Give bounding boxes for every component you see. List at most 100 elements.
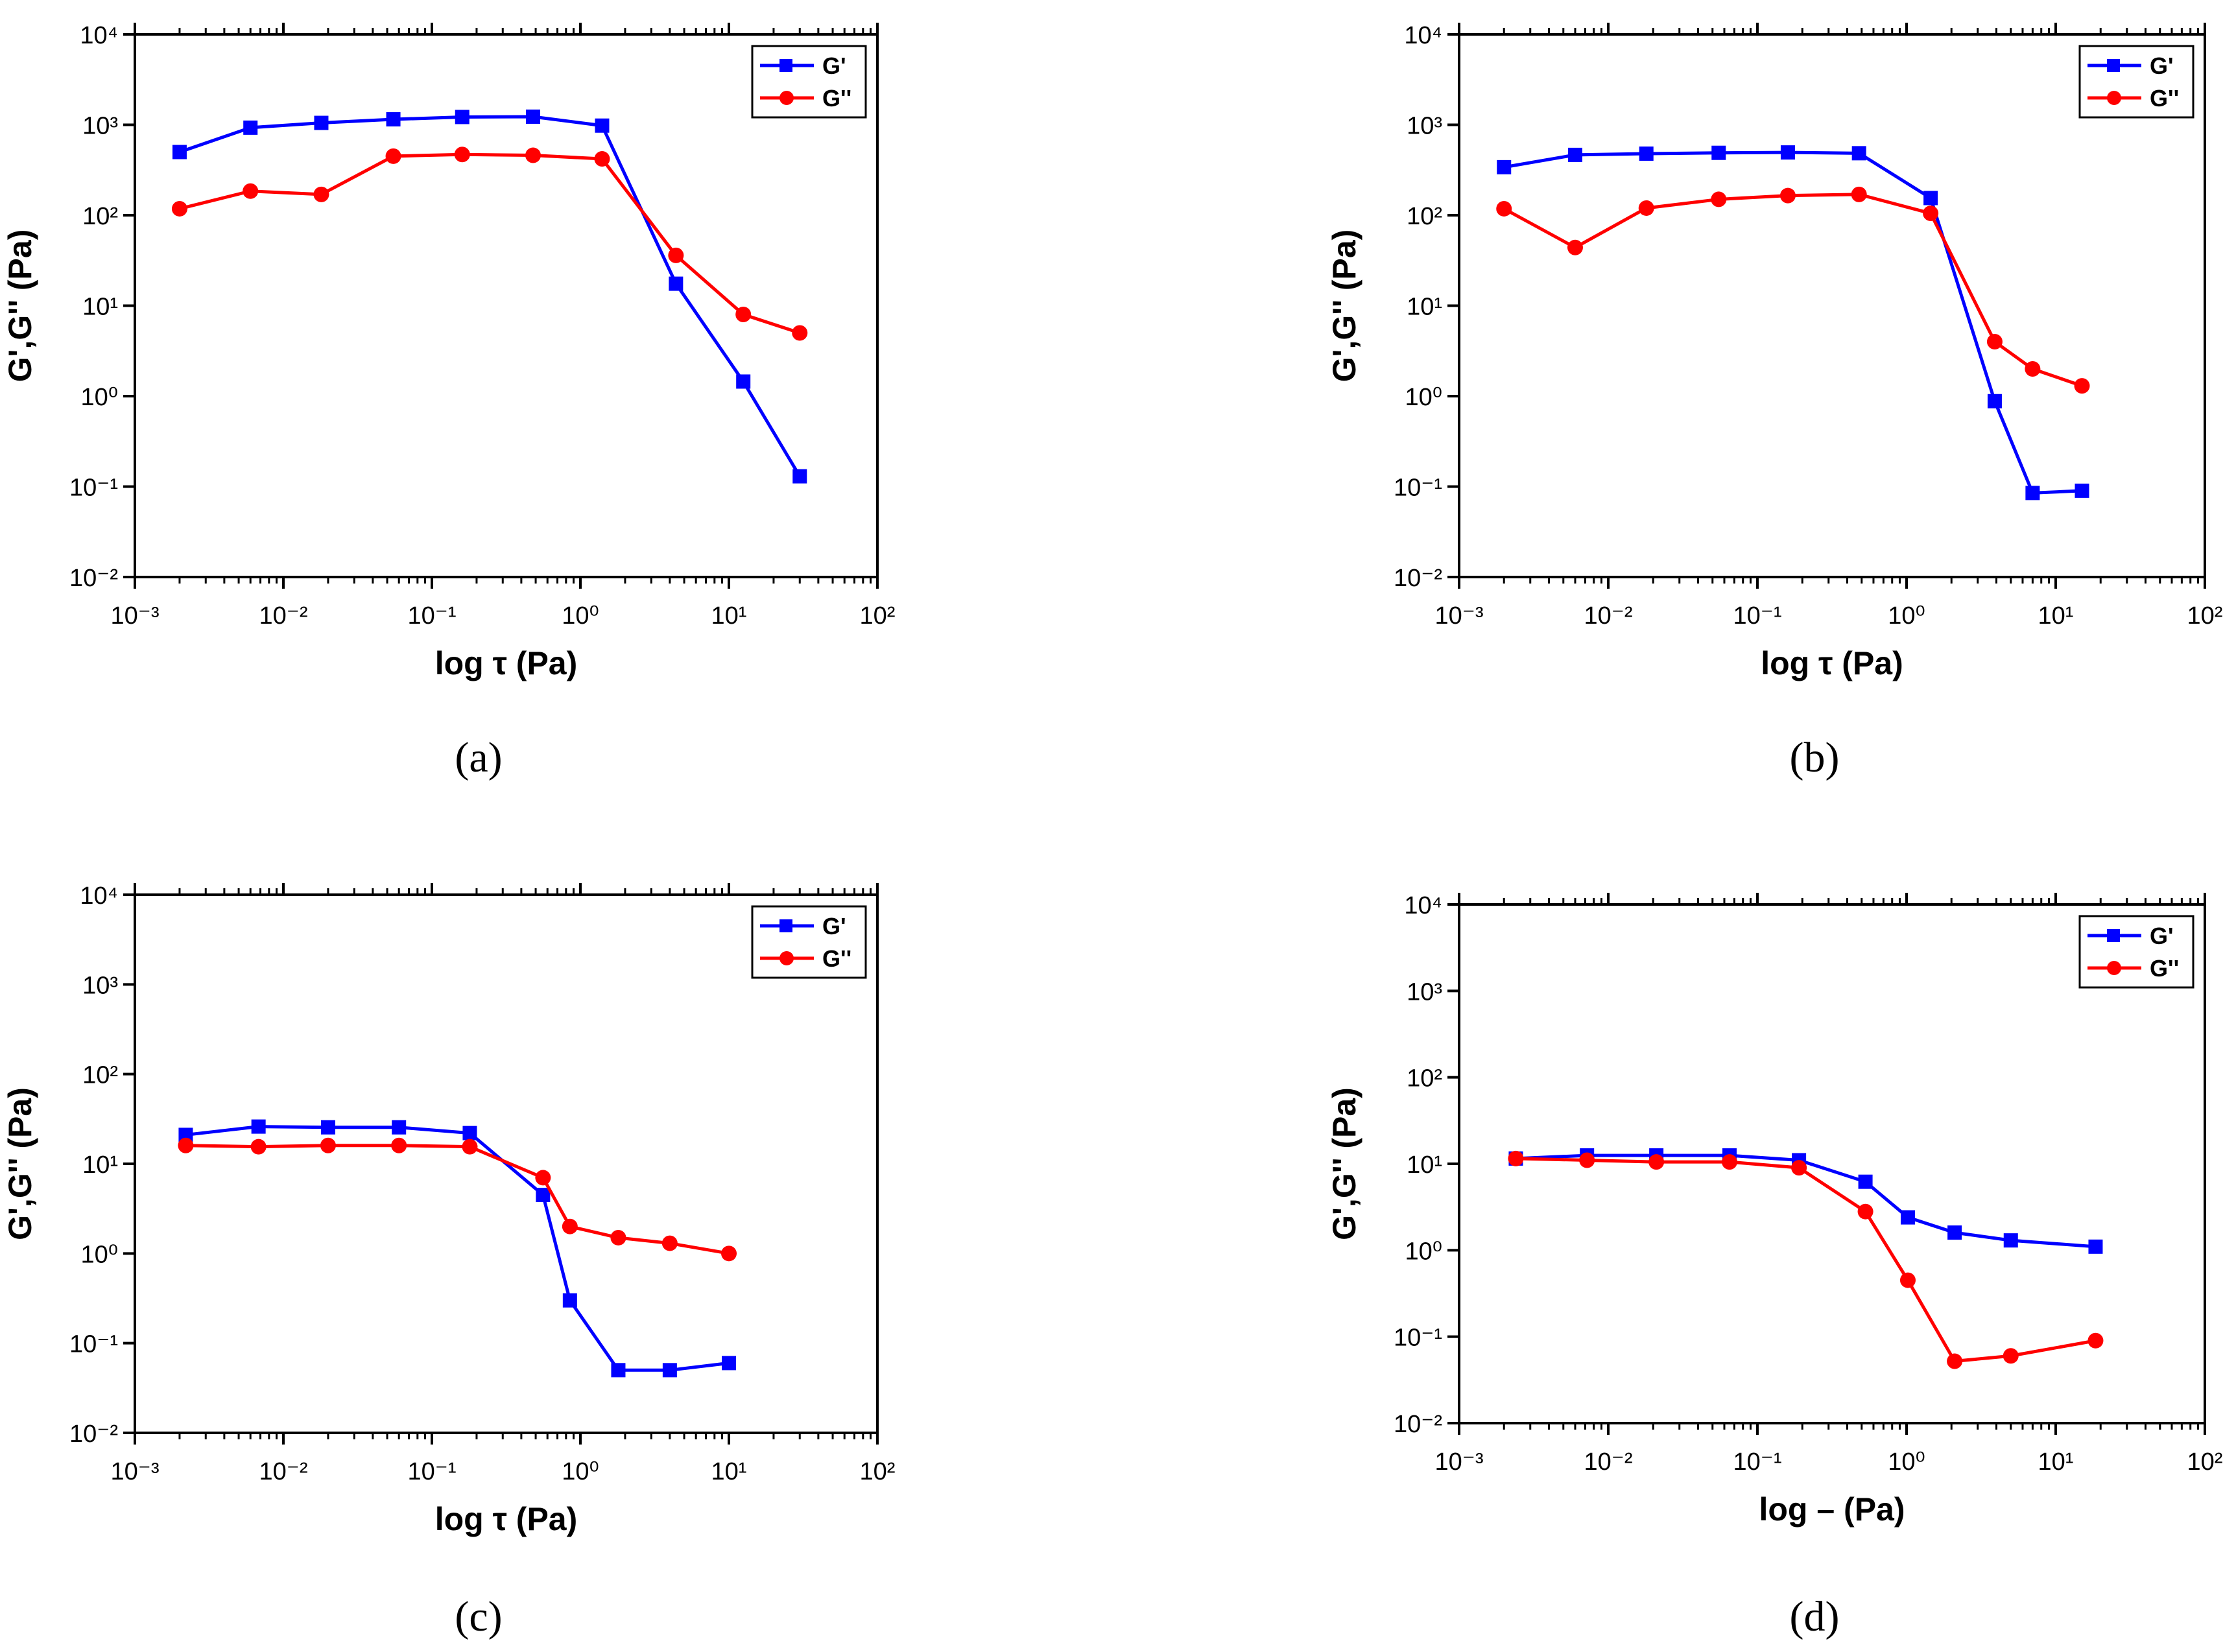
y-tick-label: 10⁻² [69,1421,118,1448]
y-tick-label: 10¹ [82,294,118,321]
y-tick-label: 10⁰ [1405,384,1442,411]
y-axis-label: G',G'' (Pa) [2,1087,38,1240]
data-point-g-prime [2003,1233,2018,1248]
data-point-g-double-prime [171,200,187,217]
x-tick-label: 10¹ [2038,1448,2074,1476]
legend-box [751,45,867,119]
legend-marker-square [2107,929,2120,942]
data-point-g-prime [562,1293,577,1308]
panel-d: 10⁻³ 10⁻² 10⁻¹ 10⁰ 10¹ 10² 10⁻² 10⁻¹ 10⁰ 10¹ 10² 10… [1326,892,2222,1640]
y-tick-label: 10⁴ [80,22,118,49]
y-tick-label: 10⁴ [1404,892,1442,919]
y-tick-label: 10² [82,203,118,230]
data-point-g-prime [386,112,401,127]
data-point-g-double-prime [721,1245,737,1262]
data-point-g-double-prime [1779,187,1796,204]
x-tick-label: 10⁰ [562,602,599,630]
legend-entry-label: G'' [822,85,851,112]
series-line-g-prime [185,1125,730,1372]
y-tick-label: 10¹ [1407,1151,1442,1179]
x-tick-label: 10⁰ [1888,1448,1925,1476]
data-point-g-prime [662,1363,677,1378]
data-point-g-prime [536,1187,551,1202]
x-axis-label: log τ (Pa) [435,645,578,681]
legend-box [2078,45,2194,119]
data-point-g-double-prime [525,147,541,163]
data-point-g-double-prime [178,1137,194,1153]
data-point-g-double-prime [535,1170,551,1186]
series-line-g-double-prime [1516,1157,2096,1363]
y-tick-label: 10⁰ [80,384,118,411]
series-line-g-prime [179,115,802,477]
data-point-g-prime [1923,191,1938,206]
y-tick-label: 10⁻² [1394,565,1442,592]
data-point-g-prime [792,469,807,484]
y-tick-label: 10³ [82,113,118,140]
data-point-g-prime [1639,146,1654,161]
legend-marker-square [2107,59,2120,72]
y-tick-label: 10³ [1407,113,1442,140]
data-point-g-prime [611,1363,626,1378]
panel-b: 10⁻³ 10⁻² 10⁻¹ 10⁰ 10¹ 10² 10⁻² 10⁻¹ 10⁰ 10¹ 10² 10… [1326,22,2222,781]
data-point-g-prime [2025,486,2040,501]
x-tick-label: 10² [860,602,896,630]
data-point-g-double-prime [2074,378,2090,394]
panel-caption: (c) [455,1593,502,1640]
x-tick-label: 10¹ [711,1458,747,1485]
panel-a: 10⁻³ 10⁻² 10⁻¹ 10⁰ 10¹ 10² 10⁻² 10⁻¹ 10⁰ 10¹ 10² 10… [2,22,895,781]
x-tick-label: 10⁻³ [111,1458,160,1485]
data-point-g-double-prime [1851,186,1867,202]
data-point-g-double-prime [1508,1150,1524,1166]
data-point-g-double-prime [313,186,329,202]
x-tick-label: 10⁻³ [111,602,160,630]
data-point-g-prime [722,1356,736,1371]
data-point-g-prime [669,276,684,291]
data-point-g-double-prime [1923,206,1939,222]
data-point-g-prime [2088,1239,2103,1254]
data-point-g-double-prime [1711,191,1727,207]
y-tick-label: 10⁻² [1394,1411,1442,1438]
x-tick-label: 10⁻¹ [408,1458,457,1485]
series-line-g-double-prime [185,1144,730,1255]
data-point-g-double-prime [1791,1160,1807,1176]
data-point-g-prime [455,110,470,124]
data-point-g-double-prime [1567,239,1583,255]
data-point-g-prime [243,120,258,135]
y-tick-label: 10⁻¹ [1394,475,1442,502]
x-tick-label: 10⁰ [562,1458,599,1485]
data-point-g-prime [2075,483,2089,498]
y-tick-label: 10⁴ [1404,22,1442,49]
data-point-g-double-prime [462,1139,478,1155]
data-point-g-double-prime [792,325,808,341]
data-point-g-prime [178,1127,193,1142]
x-tick-label: 10⁻² [259,602,308,630]
panel-c: 10⁻³ 10⁻² 10⁻¹ 10⁰ 10¹ 10² 10⁻² 10⁻¹ 10⁰ 10¹ 10² 10… [2,882,895,1640]
data-point-g-double-prime [320,1137,336,1153]
data-point-g-prime [462,1126,477,1140]
y-tick-label: 10⁻¹ [1394,1325,1442,1352]
x-axis-label: log τ (Pa) [1761,645,1903,681]
legend-marker-square [779,919,792,932]
legend-entry-label: G' [822,913,846,939]
legend-marker-square [779,59,792,72]
legend-marker-circle [2107,91,2121,105]
y-tick-label: 10³ [1407,978,1442,1006]
data-point-g-double-prime [391,1137,407,1153]
data-point-g-prime [172,145,187,159]
data-point-g-double-prime [562,1218,578,1234]
x-tick-label: 10² [860,1458,896,1485]
data-point-g-prime [526,109,541,124]
x-tick-label: 10⁻¹ [408,602,457,630]
data-point-g-prime [1987,394,2002,408]
legend-entry-label: G' [2150,53,2174,79]
x-tick-label: 10⁻³ [1435,602,1484,630]
data-point-g-double-prime [594,151,610,167]
data-point-g-prime [392,1120,407,1135]
data-point-g-prime [1497,159,1512,174]
x-tick-label: 10⁻¹ [1733,1448,1782,1476]
y-axis-label: G',G'' (Pa) [1326,230,1362,383]
data-point-g-double-prime [1579,1152,1595,1168]
legend-marker-circle [779,951,794,965]
y-tick-label: 10¹ [82,1151,118,1179]
data-point-g-prime [1567,147,1582,162]
